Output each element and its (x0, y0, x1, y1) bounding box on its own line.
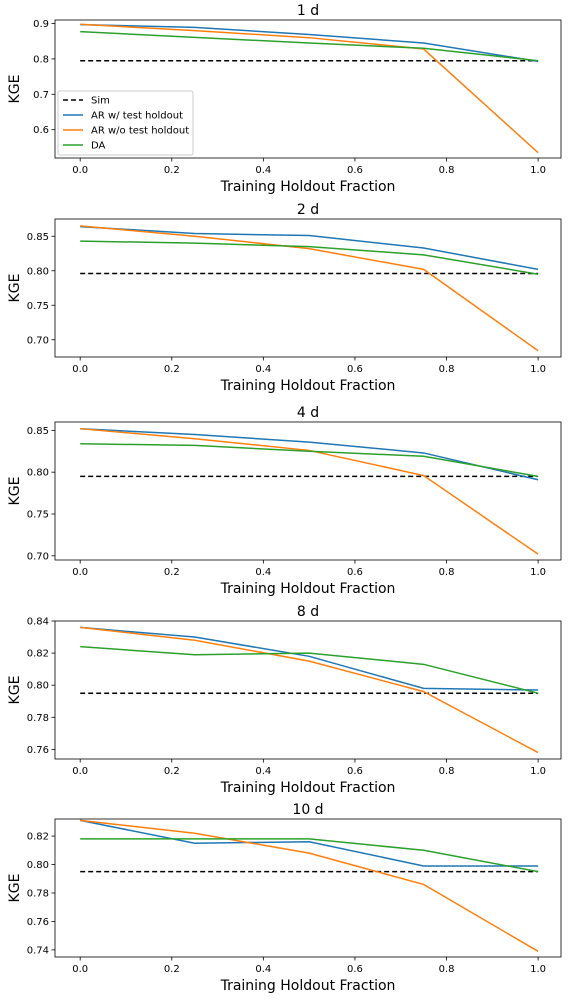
x-tick-label: 0.8 (439, 567, 455, 578)
x-tick-label: 0.8 (439, 766, 455, 777)
legend-box (57, 90, 194, 156)
x-tick-label: 0.2 (164, 964, 180, 975)
series-line-ar-w-test-holdout (80, 819, 539, 867)
x-axis-label: Training Holdout Fraction (220, 978, 396, 994)
plot-frame (54, 218, 562, 358)
x-tick-label: 0.4 (255, 766, 271, 777)
x-tick-label: 0.6 (347, 766, 363, 777)
x-tick-label: 0.0 (72, 766, 88, 777)
x-axis-label: Training Holdout Fraction (220, 581, 396, 597)
y-tick-label: 0.75 (27, 301, 49, 312)
x-tick-label: 0.0 (72, 567, 88, 578)
x-tick-label: 0.2 (164, 165, 180, 176)
legend-label: AR w/ test holdout (91, 111, 183, 122)
y-tick-label: 0.6 (33, 125, 49, 136)
chart-title: 4 d (297, 405, 319, 421)
chart-title: 10 d (292, 802, 323, 818)
y-tick-label: 0.70 (27, 335, 49, 346)
legend-label: Sim (91, 96, 110, 107)
chart-panel-2: 4 d 0.0 0.2 0.4 0.6 0.8 1.0 0.70 0.75 0.80 0.85 Tra… (7, 405, 562, 597)
plot-frame (54, 620, 562, 760)
y-tick-label: 0.82 (27, 832, 49, 843)
y-axis-label: KGE (7, 676, 23, 705)
chart-panel-4: 10 d 0.0 0.2 0.4 0.6 0.8 1.0 0.74 0.76 0.78 0.80 0.… (7, 802, 562, 994)
chart-title: 2 d (297, 202, 319, 218)
legend-label: AR w/o test holdout (91, 126, 189, 137)
x-tick-label: 0.8 (439, 364, 455, 375)
series-line-da (80, 645, 539, 694)
series-line-ar-w-test-holdout (80, 225, 539, 271)
y-tick-label: 0.80 (27, 468, 49, 479)
x-tick-label: 0.8 (439, 165, 455, 176)
y-axis-label: KGE (7, 874, 23, 903)
x-tick-label: 0.6 (347, 567, 363, 578)
series-line-da (80, 443, 539, 478)
series-line-da (80, 240, 539, 275)
x-tick-label: 1.0 (530, 165, 546, 176)
plot-frame (54, 19, 562, 159)
x-tick-label: 1.0 (530, 364, 546, 375)
y-axis-label: KGE (7, 477, 23, 506)
y-tick-label: 0.80 (27, 860, 49, 871)
y-tick-label: 0.78 (27, 713, 49, 724)
y-tick-label: 0.75 (27, 510, 49, 521)
x-tick-label: 0.0 (72, 364, 88, 375)
x-tick-label: 0.2 (164, 364, 180, 375)
y-tick-label: 0.9 (33, 19, 49, 30)
series-line-ar-w-o-test-holdout (80, 427, 539, 555)
y-tick-label: 0.74 (27, 945, 49, 956)
plot-frame (54, 818, 562, 958)
y-tick-label: 0.80 (27, 266, 49, 277)
series-line-ar-w-test-holdout (80, 427, 539, 481)
x-tick-label: 1.0 (530, 964, 546, 975)
legend: Sim AR w/ test holdout AR w/o test holdout… (57, 90, 194, 156)
y-tick-label: 0.80 (27, 681, 49, 692)
series-line-da (80, 30, 539, 62)
y-axis-label: KGE (7, 274, 23, 303)
y-tick-label: 0.78 (27, 888, 49, 899)
x-tick-label: 0.0 (72, 165, 88, 176)
chart-title: 8 d (297, 604, 319, 620)
series-line-ar-w-test-holdout (80, 626, 539, 691)
series-line-ar-w-o-test-holdout (80, 225, 539, 352)
x-tick-label: 0.2 (164, 766, 180, 777)
y-tick-label: 0.7 (33, 90, 49, 101)
y-tick-label: 0.85 (27, 426, 49, 437)
x-tick-label: 0.2 (164, 567, 180, 578)
chart-panel-3: 8 d 0.0 0.2 0.4 0.6 0.8 1.0 0.76 0.78 0.80 0.82 0.8… (7, 604, 562, 796)
series-line-da (80, 838, 539, 873)
x-tick-label: 1.0 (530, 567, 546, 578)
x-tick-label: 0.6 (347, 165, 363, 176)
chart-panel-1: 2 d 0.0 0.2 0.4 0.6 0.8 1.0 0.70 0.75 0.80 0.85 Tra… (7, 202, 562, 394)
y-tick-label: 0.76 (27, 917, 49, 928)
legend-label: DA (91, 141, 106, 152)
x-tick-label: 0.4 (255, 165, 271, 176)
chart-panel-0: 1 d 0.0 0.2 0.4 0.6 0.8 1.0 0.6 0.7 0.8 0.9 Trainin… (7, 3, 562, 195)
chart-title: 1 d (297, 3, 319, 19)
y-tick-label: 0.82 (27, 649, 49, 660)
x-tick-label: 0.4 (255, 964, 271, 975)
series-line-ar-w-o-test-holdout (80, 819, 539, 952)
y-tick-label: 0.85 (27, 232, 49, 243)
x-tick-label: 0.0 (72, 964, 88, 975)
series-line-ar-w-o-test-holdout (80, 23, 539, 154)
x-tick-label: 0.6 (347, 364, 363, 375)
y-tick-label: 0.76 (27, 745, 49, 756)
y-tick-label: 0.84 (27, 617, 49, 628)
x-axis-label: Training Holdout Fraction (220, 780, 396, 796)
x-tick-label: 1.0 (530, 766, 546, 777)
series-line-ar-w-o-test-holdout (80, 626, 539, 754)
plot-frame (54, 421, 562, 561)
x-tick-label: 0.4 (255, 364, 271, 375)
x-tick-label: 0.6 (347, 964, 363, 975)
y-axis-label: KGE (7, 75, 23, 104)
x-tick-label: 0.4 (255, 567, 271, 578)
x-axis-label: Training Holdout Fraction (220, 179, 396, 195)
y-tick-label: 0.8 (33, 54, 49, 65)
series-line-ar-w-test-holdout (80, 23, 539, 63)
x-tick-label: 0.8 (439, 964, 455, 975)
x-axis-label: Training Holdout Fraction (220, 378, 396, 394)
y-tick-label: 0.70 (27, 551, 49, 562)
